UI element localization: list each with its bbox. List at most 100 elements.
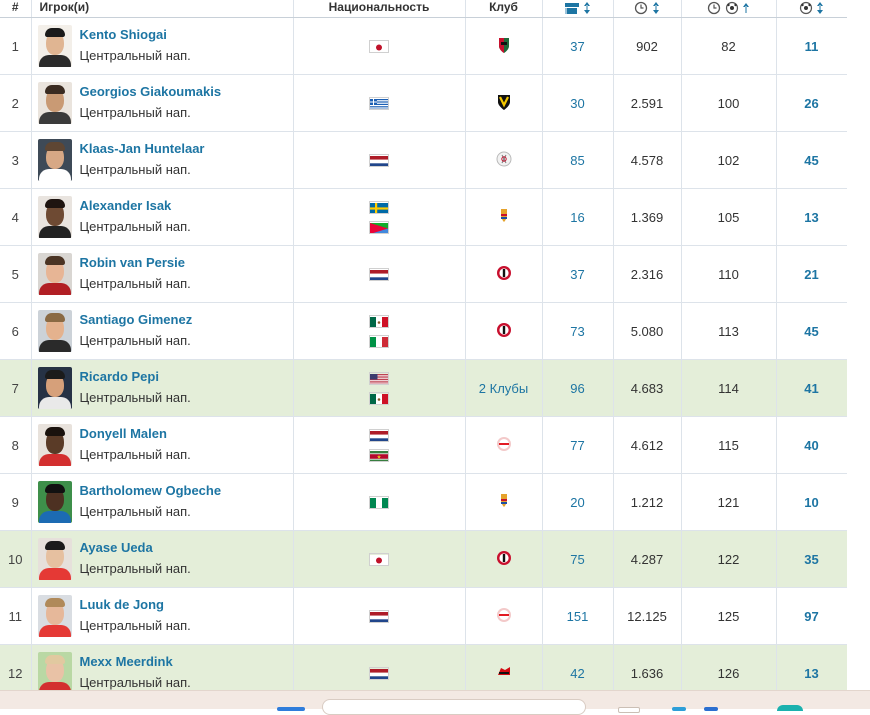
- goals-value[interactable]: 26: [804, 95, 819, 111]
- club-crest-nec-icon[interactable]: [496, 36, 512, 54]
- appearances-value-cell[interactable]: 30: [542, 74, 614, 132]
- player-name-link[interactable]: Mexx Meerdink: [79, 654, 173, 669]
- player-name-link[interactable]: Ayase Ueda: [79, 540, 153, 555]
- goals-value-cell[interactable]: 10: [776, 473, 847, 531]
- player-photo[interactable]: [37, 82, 72, 124]
- appearances-value-cell[interactable]: 77: [542, 416, 614, 474]
- appearances-value[interactable]: 30: [570, 95, 585, 111]
- appearances-value[interactable]: 151: [566, 608, 589, 624]
- goals-value-cell[interactable]: 35: [776, 530, 847, 588]
- appearances-value[interactable]: 37: [570, 266, 585, 282]
- club-cell[interactable]: [465, 644, 543, 690]
- club-crest-az-icon[interactable]: [496, 663, 512, 681]
- club-cell[interactable]: [465, 131, 543, 189]
- goals-value[interactable]: 41: [804, 380, 819, 396]
- club-cell[interactable]: 2 Клубы: [465, 359, 543, 417]
- player-name-link[interactable]: Ricardo Pepi: [79, 369, 159, 384]
- player-photo[interactable]: [37, 139, 72, 181]
- appearances-value[interactable]: 16: [570, 209, 585, 225]
- player-photo[interactable]: [37, 424, 72, 466]
- club-cell[interactable]: [465, 245, 543, 303]
- player-name-link[interactable]: Donyell Malen: [79, 426, 167, 441]
- club-cell[interactable]: [465, 530, 543, 588]
- goals-value-cell[interactable]: 13: [776, 188, 847, 246]
- goals-value-cell[interactable]: 40: [776, 416, 847, 474]
- header-goals[interactable]: [776, 0, 847, 18]
- goals-value[interactable]: 97: [804, 608, 819, 624]
- header-minutes-per-goal[interactable]: [681, 0, 777, 18]
- taskbar-search-box[interactable]: [322, 699, 586, 715]
- player-name-link[interactable]: Georgios Giakoumakis: [79, 84, 222, 99]
- club-crest-willem2-icon[interactable]: [496, 492, 512, 510]
- player-name-link[interactable]: Bartholomew Ogbeche: [79, 483, 222, 498]
- player-photo[interactable]: [37, 538, 72, 580]
- goals-value-cell[interactable]: 45: [776, 131, 847, 189]
- club-cell[interactable]: [465, 302, 543, 360]
- goals-value-cell[interactable]: 11: [776, 17, 847, 75]
- player-name-link[interactable]: Robin van Persie: [79, 255, 185, 270]
- club-crest-vvv-icon[interactable]: [496, 93, 512, 111]
- header-appearances[interactable]: [542, 0, 614, 18]
- club-cell[interactable]: [465, 74, 543, 132]
- player-photo[interactable]: [37, 25, 72, 67]
- appearances-value[interactable]: 20: [570, 494, 585, 510]
- club-crest-feyenoord-icon[interactable]: [496, 321, 512, 339]
- appearances-value[interactable]: 96: [570, 380, 585, 396]
- goals-value[interactable]: 13: [804, 665, 819, 681]
- appearances-value-cell[interactable]: 20: [542, 473, 614, 531]
- appearances-value-cell[interactable]: 37: [542, 17, 614, 75]
- appearances-value-cell[interactable]: 151: [542, 587, 614, 645]
- header-minutes[interactable]: [613, 0, 682, 18]
- player-name-link[interactable]: Klaas-Jan Huntelaar: [79, 141, 205, 156]
- taskbar-app-icon[interactable]: [777, 705, 803, 711]
- club-cell[interactable]: [465, 188, 543, 246]
- club-crest-feyenoord-icon[interactable]: [496, 549, 512, 567]
- appearances-value[interactable]: 75: [570, 551, 585, 567]
- goals-value-cell[interactable]: 45: [776, 302, 847, 360]
- appearances-value-cell[interactable]: 73: [542, 302, 614, 360]
- club-crest-psv-icon[interactable]: [496, 606, 512, 624]
- club-cell[interactable]: [465, 587, 543, 645]
- club-cell[interactable]: [465, 17, 543, 75]
- goals-value-cell[interactable]: 21: [776, 245, 847, 303]
- player-photo[interactable]: [37, 367, 72, 409]
- goals-value[interactable]: 21: [804, 266, 819, 282]
- appearances-value[interactable]: 85: [570, 152, 585, 168]
- appearances-value-cell[interactable]: 37: [542, 245, 614, 303]
- goals-value-cell[interactable]: 13: [776, 644, 847, 690]
- goals-value[interactable]: 40: [804, 437, 819, 453]
- player-name-link[interactable]: Kento Shiogai: [79, 27, 167, 42]
- goals-value[interactable]: 11: [804, 38, 819, 54]
- appearances-value-cell[interactable]: 85: [542, 131, 614, 189]
- goals-value[interactable]: 35: [804, 551, 819, 567]
- club-crest-ajax-icon[interactable]: [496, 150, 512, 168]
- goals-value[interactable]: 45: [804, 152, 819, 168]
- player-photo[interactable]: [37, 310, 72, 352]
- player-photo[interactable]: [37, 481, 72, 523]
- player-name-link[interactable]: Santiago Gimenez: [79, 312, 193, 327]
- appearances-value-cell[interactable]: 75: [542, 530, 614, 588]
- appearances-value[interactable]: 37: [570, 38, 585, 54]
- player-photo[interactable]: [37, 196, 72, 238]
- appearances-value[interactable]: 73: [570, 323, 585, 339]
- appearances-value[interactable]: 77: [570, 437, 585, 453]
- appearances-value-cell[interactable]: 96: [542, 359, 614, 417]
- player-photo[interactable]: [37, 652, 72, 690]
- multiple-clubs-link[interactable]: 2 Клубы: [478, 380, 529, 396]
- goals-value[interactable]: 13: [804, 209, 819, 225]
- appearances-value[interactable]: 42: [570, 665, 585, 681]
- appearances-value-cell[interactable]: 42: [542, 644, 614, 690]
- player-photo[interactable]: [37, 253, 72, 295]
- club-cell[interactable]: [465, 473, 543, 531]
- club-crest-willem2-icon[interactable]: [496, 207, 512, 225]
- club-crest-feyenoord-icon[interactable]: [496, 264, 512, 282]
- player-photo[interactable]: [37, 595, 72, 637]
- club-cell[interactable]: [465, 416, 543, 474]
- player-name-link[interactable]: Alexander Isak: [79, 198, 172, 213]
- appearances-value-cell[interactable]: 16: [542, 188, 614, 246]
- player-name-link[interactable]: Luuk de Jong: [79, 597, 165, 612]
- goals-value-cell[interactable]: 97: [776, 587, 847, 645]
- goals-value-cell[interactable]: 26: [776, 74, 847, 132]
- club-crest-psv-icon[interactable]: [496, 435, 512, 453]
- goals-value[interactable]: 45: [804, 323, 819, 339]
